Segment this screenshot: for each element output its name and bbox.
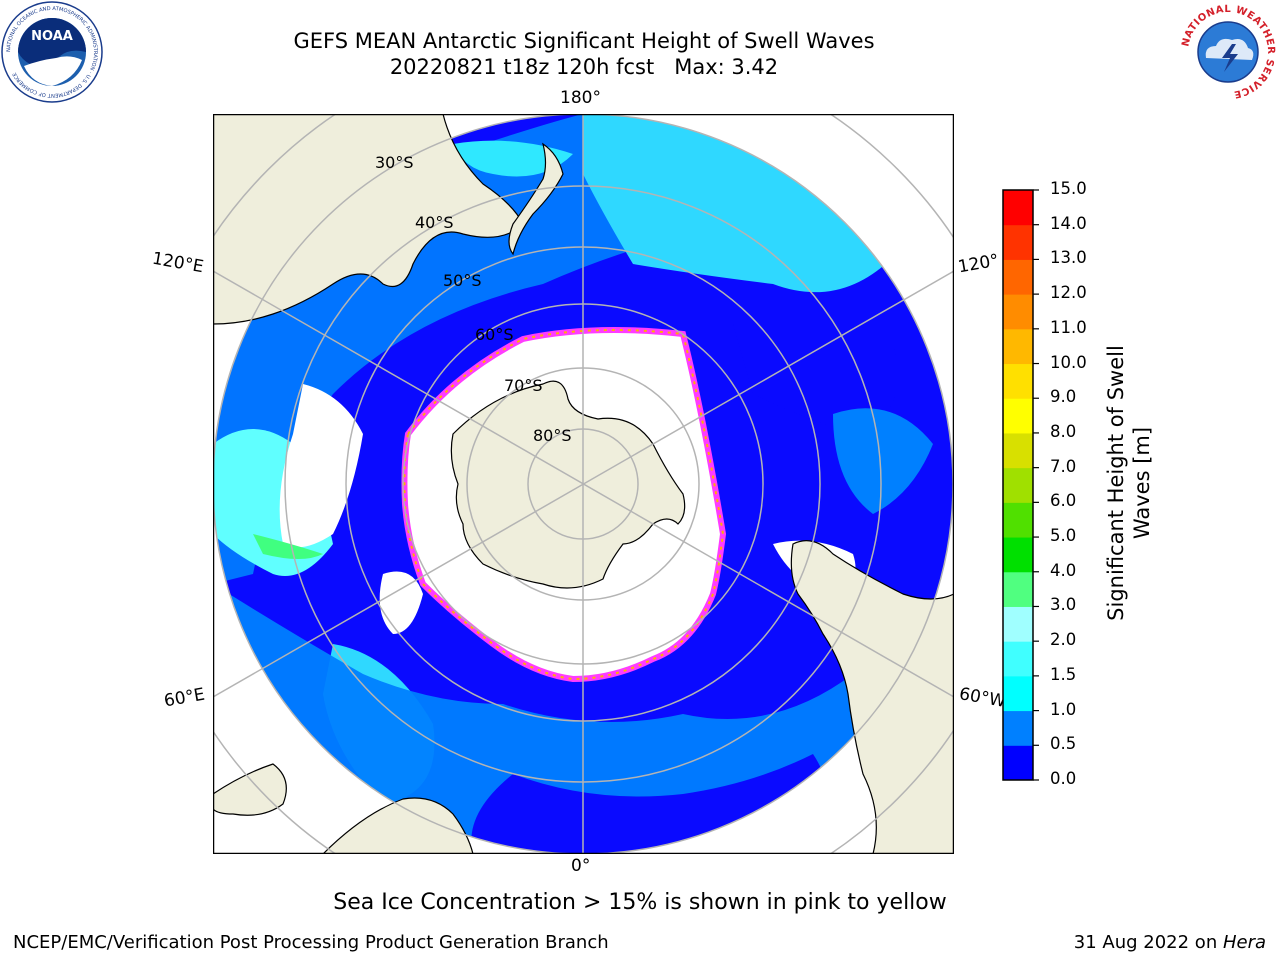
lat-label-50s: 50°S <box>443 271 482 290</box>
new-zealand-landmass <box>508 142 564 256</box>
colorbar-tick-label: 1.5 <box>1050 664 1077 684</box>
colorbar-swatch <box>1003 537 1033 573</box>
colorbar-swatch <box>1003 432 1033 469</box>
colorbar-tick-label: 3.0 <box>1050 595 1077 615</box>
colorbar-label-line2: Waves [m] <box>1130 426 1154 540</box>
colorbar-tick-label: 15.0 <box>1050 179 1087 198</box>
colorbar-swatch <box>1003 328 1033 365</box>
lat-label-80s: 80°S <box>533 426 572 445</box>
colorbar-tick-label: 8.0 <box>1050 421 1077 441</box>
colorbar-swatch <box>1003 606 1033 642</box>
colorbar-swatch <box>1003 675 1033 712</box>
colorbar-swatch <box>1003 641 1033 677</box>
colorbar-tick-label: 7.0 <box>1050 456 1077 476</box>
colorbar-tick-label: 0.0 <box>1050 769 1077 788</box>
lon-label-60e: 60°E <box>162 684 207 712</box>
colorbar-swatch <box>1003 224 1033 260</box>
colorbar-swatch <box>1003 363 1033 399</box>
colorbar-swatch <box>1003 745 1033 781</box>
colorbar-tick-label: 13.0 <box>1050 248 1087 268</box>
colorbar-swatch <box>1003 294 1033 330</box>
colorbar-tick-label: 5.0 <box>1050 526 1077 546</box>
colorbar-swatch <box>1003 710 1033 746</box>
footer-credit: NCEP/EMC/Verification Post Processing Pr… <box>13 932 609 953</box>
footer-date-text: 31 Aug 2022 on <box>1073 932 1223 953</box>
antarctica-landmass <box>450 380 686 589</box>
colorbar-frame <box>1002 189 1034 781</box>
lon-label-120w: 120° <box>956 250 1001 278</box>
africa-landmass <box>322 797 474 854</box>
lat-label-30s: 30°S <box>375 153 414 172</box>
madagascar-landmass <box>213 763 287 816</box>
noaa-logo: NATIONAL OCEANIC AND ATMOSPHERIC ADMINIS… <box>1 1 103 103</box>
colorbar-tick-label: 1.0 <box>1050 699 1077 719</box>
colorbar-swatches <box>1002 189 1039 781</box>
colorbar-swatch <box>1003 190 1033 226</box>
lat-label-60s: 60°S <box>475 325 514 344</box>
noaa-wordmark: NOAA <box>31 29 73 44</box>
colorbar-tick-label: 10.0 <box>1050 352 1087 372</box>
lon-label-120e: 120°E <box>150 248 206 278</box>
colorbar-tick-label: 0.5 <box>1050 734 1077 754</box>
colorbar-tick-label: 11.0 <box>1050 317 1087 337</box>
colorbar-swatch <box>1003 259 1033 295</box>
colorbar-swatch <box>1003 467 1033 503</box>
colorbar-tick-label: 12.0 <box>1050 283 1087 303</box>
colorbar-swatch <box>1003 502 1033 538</box>
graticule <box>213 114 954 854</box>
polar-map: 30°S 40°S 50°S 60°S 70°S 80°S <box>213 114 954 854</box>
colorbar: 0.0 0.5 1.0 1.5 2.0 3.0 4.0 5.0 6.0 7.0 8.0 9.0 10.0… <box>995 179 1225 790</box>
lon-label-0: 0° <box>571 856 591 876</box>
chart-subtitle: 20220821 t18z 120h fcst Max: 3.42 <box>389 55 779 79</box>
colorbar-tick-label: 2.0 <box>1050 630 1077 650</box>
nws-logo: NATIONAL WEATHER SERVICE <box>1178 2 1278 102</box>
lon-label-180: 180° <box>560 88 601 108</box>
colorbar-label: Significant Height of Swell Waves [m] <box>1103 333 1155 633</box>
colorbar-swatch <box>1003 571 1033 607</box>
australia-landmass <box>213 114 524 325</box>
colorbar-tick-label: 9.0 <box>1050 387 1077 407</box>
colorbar-tick-label: 6.0 <box>1050 491 1077 511</box>
lat-label-40s: 40°S <box>415 213 454 232</box>
lat-label-70s: 70°S <box>504 376 543 395</box>
south-america-landmass <box>790 540 954 854</box>
colorbar-tick-label: 4.0 <box>1050 560 1077 580</box>
colorbar-label-line1: Significant Height of Swell <box>1104 345 1128 621</box>
footer-host: Hera <box>1222 932 1266 953</box>
colorbar-tick-label: 14.0 <box>1050 213 1087 233</box>
footer-date: 31 Aug 2022 on Hera <box>1074 932 1266 953</box>
chart-title: GEFS MEAN Antarctic Significant Height o… <box>293 29 875 53</box>
sea-ice-note: Sea Ice Concentration > 15% is shown in … <box>333 890 947 915</box>
colorbar-swatch <box>1003 398 1033 434</box>
